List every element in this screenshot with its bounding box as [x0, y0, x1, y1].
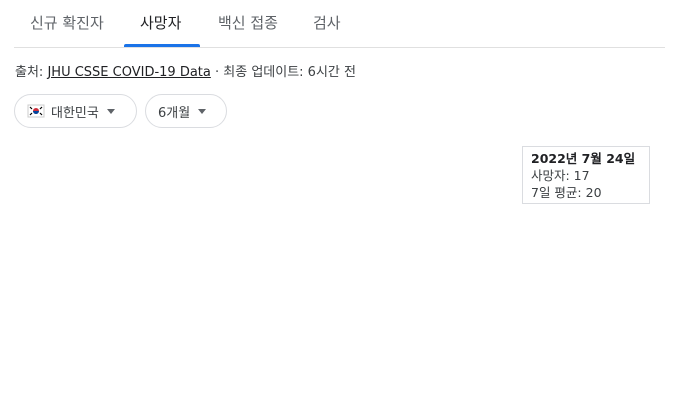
tab-indicator: [124, 44, 200, 47]
caret: [198, 108, 207, 114]
update-note: · 최종 업데이트: 6시간 전: [215, 65, 356, 80]
chip-label: 6개월: [158, 105, 191, 121]
tab-selected[interactable]: 사망자: [140, 14, 182, 32]
tab[interactable]: 백신 접종: [218, 14, 278, 32]
tooltip: 2022년 7월 24일 사망자: 17 7일 평균: 20: [522, 146, 650, 204]
tooltip-line: 사망자: 17: [531, 168, 590, 183]
flag: 01002003004005002월 23일3월 25일4월 24일5월 24일…: [27, 104, 45, 118]
source-link[interactable]: JHU CSSE COVID-19 Data: [47, 65, 211, 80]
tab[interactable]: 검사: [313, 14, 341, 32]
source-label: 출처:: [15, 65, 44, 80]
tooltip-title: 2022년 7월 24일: [531, 151, 636, 166]
source-line: 출처: JHU CSSE COVID-19 Data · 최종 업데이트: 6시…: [15, 61, 356, 80]
tab[interactable]: 신규 확진자: [30, 14, 104, 32]
caret: [106, 108, 115, 114]
period-chip[interactable]: 6개월: [145, 94, 227, 128]
chip-label: 대한민국: [51, 105, 99, 121]
tooltip-line: 7일 평균: 20: [531, 185, 602, 200]
divider: [14, 47, 665, 48]
country-chip[interactable]: 01002003004005002월 23일3월 25일4월 24일5월 24일…: [14, 94, 137, 128]
